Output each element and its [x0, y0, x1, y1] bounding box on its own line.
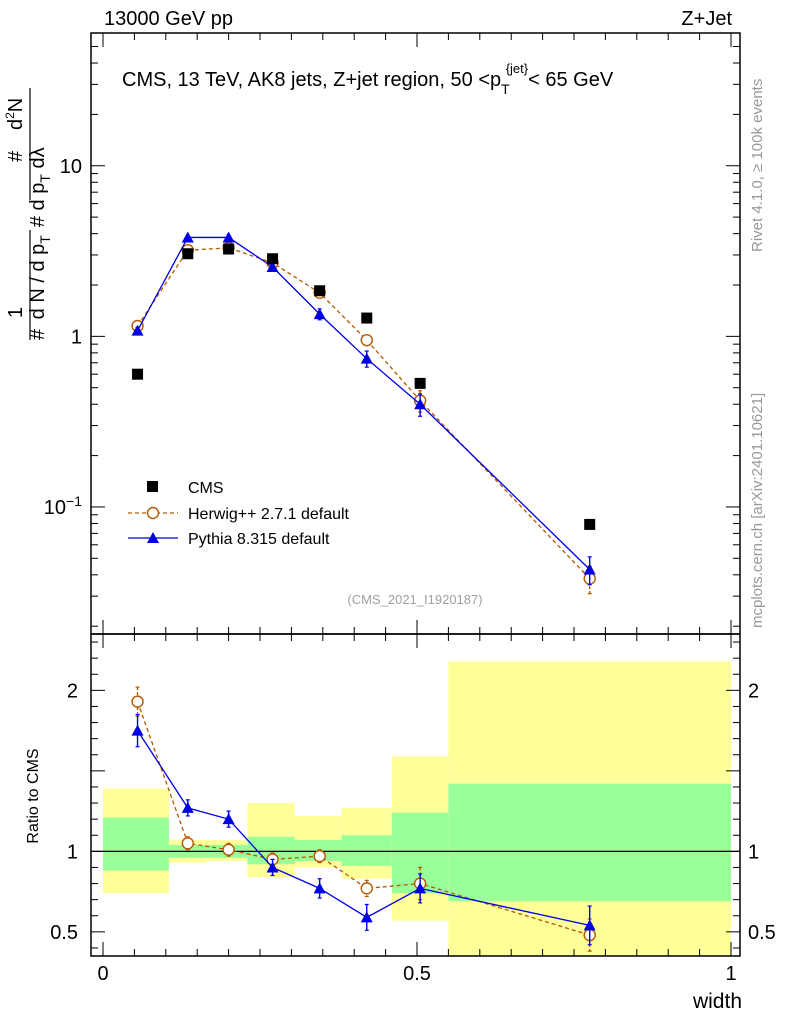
main-pythia-point [222, 231, 235, 243]
ratio-y-tick-label-right: 2 [748, 680, 759, 702]
ratio-pythia-point [181, 801, 194, 813]
main-pythia-point [313, 308, 326, 320]
ratio-herwig-point [181, 837, 194, 850]
header-process-label: Z+Jet [681, 8, 732, 30]
main-pythia-point [360, 352, 373, 364]
main-pythia-point [181, 231, 194, 243]
ratio-herwig-point [313, 849, 326, 863]
ratio-pythia-point [313, 882, 326, 894]
x-tick-label: 0 [97, 963, 108, 985]
ratio-line-triangle [136, 730, 590, 927]
ratio-y-tick-label-right: 0.5 [748, 922, 776, 944]
x-axis-label: width [692, 990, 742, 1013]
rivet-version-label: Rivet 4.1.0, ≥ 100k events [749, 79, 766, 252]
main-cms-point [132, 368, 144, 380]
main-pythia-point [131, 324, 144, 336]
analysis-watermark: (CMS_2021_I1920187) [347, 592, 482, 607]
legend: CMS Herwig++ 2.7.1 default Pythia 8.315 … [128, 480, 350, 548]
svg-text:# d N / d pT# d pT dλ: # d N / d pT# d pT dλ [27, 147, 53, 340]
main-line-circle [136, 247, 591, 580]
ratio-herwig-point [360, 882, 373, 895]
main-y-tick-label: 10 [60, 156, 82, 178]
ratio-y-tick-label: 0.5 [50, 922, 78, 944]
main-cms-point [414, 377, 426, 389]
x-tick-label: 1 [725, 963, 736, 985]
legend-label-cms: CMS [188, 480, 224, 497]
main-herwig-point [360, 333, 373, 347]
legend-marker-herwig [146, 506, 160, 520]
svg-text:d2N: d2N [3, 98, 27, 130]
plot-title: CMS, 13 TeV, AK8 jets, Z+jet region, 50 … [122, 61, 614, 97]
legend-label-herwig: Herwig++ 2.7.1 default [188, 506, 350, 523]
ratio-band-inner-7 [448, 783, 731, 902]
ratio-pythia-point [266, 861, 279, 873]
ratio-line-circle [136, 701, 590, 936]
main-pythia-point [583, 563, 596, 575]
ratio-band-inner-0 [103, 817, 169, 871]
ratio-pythia-point [131, 724, 144, 736]
ratio-pythia-point [360, 911, 373, 923]
main-cms-point [182, 248, 194, 260]
legend-marker-cms [147, 481, 158, 492]
legend-marker-pythia [147, 532, 159, 543]
ratio-plot-frame [90, 633, 741, 957]
main-cms-point [584, 518, 596, 530]
ratio-band-inner-5 [341, 835, 392, 866]
main-line-triangle [136, 236, 591, 570]
main-y-tick-label: 1 [71, 326, 82, 348]
ratio-y-tick-label: 1 [67, 841, 78, 863]
legend-label-pythia: Pythia 8.315 default [188, 531, 330, 548]
ratio-y-axis-label: Ratio to CMS [25, 748, 42, 843]
ratio-herwig-point [222, 843, 235, 856]
main-cms-point [361, 312, 373, 324]
ratio-pythia-point [414, 882, 427, 894]
ratio-y-tick-label-right: 1 [748, 841, 759, 863]
ratio-pythia-point [583, 919, 596, 931]
ratio-herwig-point [131, 695, 144, 708]
svg-text:#: # [5, 150, 27, 162]
main-y-axis-label: # d N / d pT# d pT dλ 1 # d2N [3, 88, 53, 340]
main-y-tick-label: 10−1 [44, 493, 82, 519]
header-beam-label: 13000 GeV pp [104, 8, 233, 30]
mcplots-label: mcplots.cern.ch [arXiv:2401.10621] [749, 393, 766, 628]
main-pythia-point [266, 260, 279, 272]
x-tick-label: 0.5 [403, 963, 431, 985]
main-cms-point [223, 243, 235, 255]
svg-text:1: 1 [5, 307, 27, 318]
ratio-y-tick-label: 2 [67, 680, 78, 702]
main-cms-point [314, 285, 326, 297]
main-pythia-point [414, 398, 427, 410]
main-cms-point [267, 253, 279, 265]
ratio-pythia-point [222, 813, 235, 825]
